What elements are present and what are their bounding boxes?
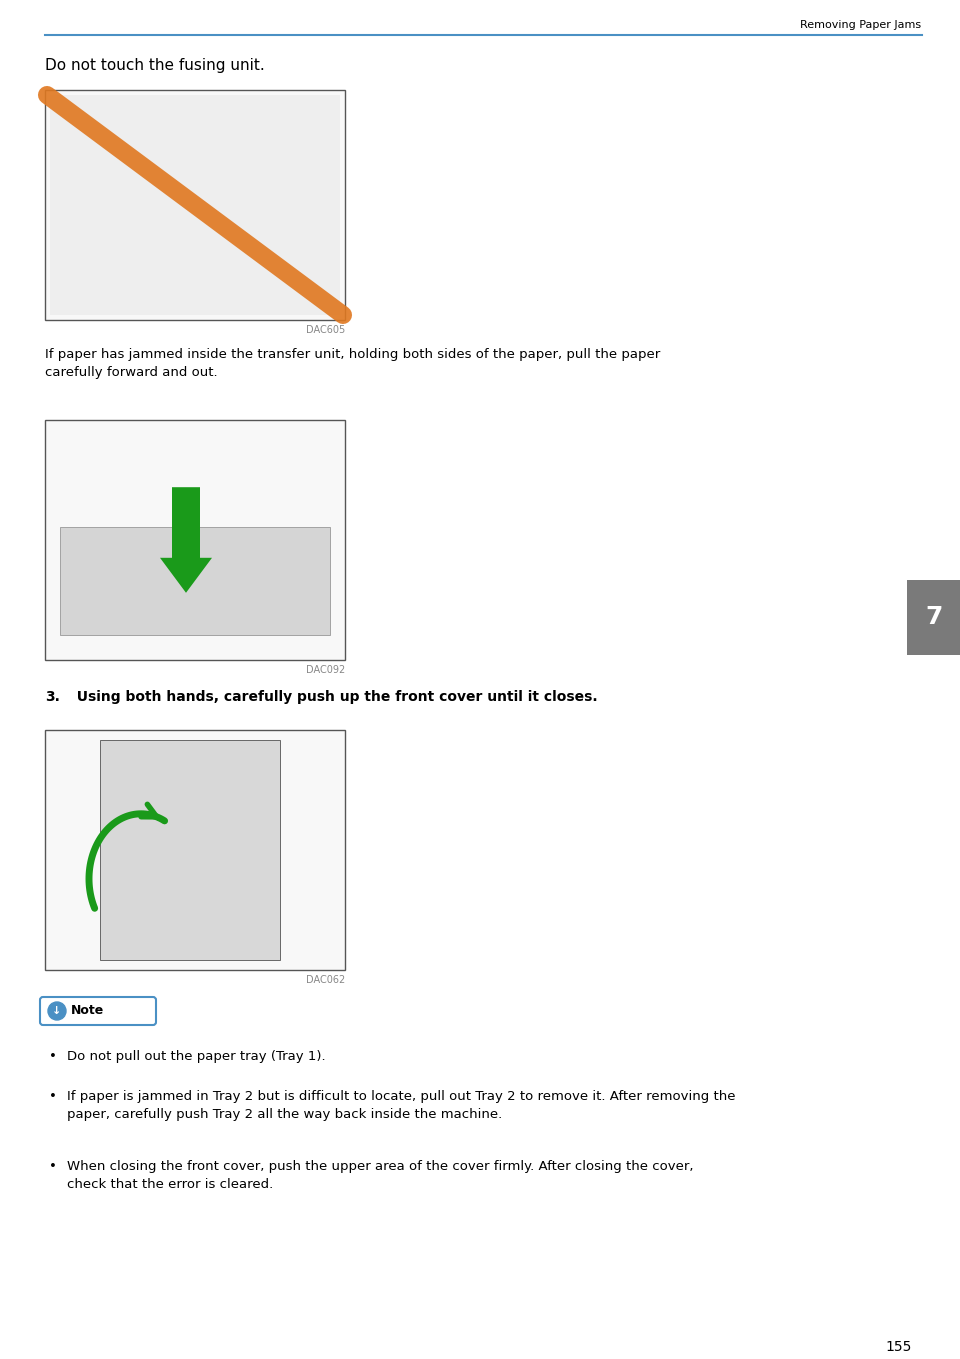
Text: Do not touch the fusing unit.: Do not touch the fusing unit. [45,58,265,73]
Text: Do not pull out the paper tray (Tray 1).: Do not pull out the paper tray (Tray 1). [67,1051,325,1063]
Text: If paper has jammed inside the transfer unit, holding both sides of the paper, p: If paper has jammed inside the transfer … [45,348,660,361]
Text: DAC605: DAC605 [305,325,345,336]
Text: Using both hands, carefully push up the front cover until it closes.: Using both hands, carefully push up the … [67,690,598,704]
Text: •: • [49,1051,57,1063]
FancyBboxPatch shape [45,730,345,970]
FancyBboxPatch shape [60,527,330,635]
Text: paper, carefully push Tray 2 all the way back inside the machine.: paper, carefully push Tray 2 all the way… [67,1108,502,1121]
FancyBboxPatch shape [45,90,345,319]
FancyBboxPatch shape [50,95,340,315]
Text: check that the error is cleared.: check that the error is cleared. [67,1178,274,1190]
FancyBboxPatch shape [40,998,156,1025]
FancyBboxPatch shape [45,420,345,660]
Text: Removing Paper Jams: Removing Paper Jams [801,20,922,30]
FancyArrow shape [160,487,212,593]
Text: carefully forward and out.: carefully forward and out. [45,366,218,379]
Text: ↓: ↓ [52,1006,61,1017]
FancyBboxPatch shape [907,580,960,655]
FancyBboxPatch shape [100,741,280,959]
Text: When closing the front cover, push the upper area of the cover firmly. After clo: When closing the front cover, push the u… [67,1161,693,1173]
Text: DAC062: DAC062 [305,974,345,985]
Text: 155: 155 [886,1340,912,1354]
Text: •: • [49,1161,57,1173]
Text: If paper is jammed in Tray 2 but is difficult to locate, pull out Tray 2 to remo: If paper is jammed in Tray 2 but is diff… [67,1090,735,1104]
Text: •: • [49,1090,57,1104]
Text: DAC092: DAC092 [305,665,345,675]
Text: 3.: 3. [45,690,60,704]
Text: Note: Note [71,1004,105,1018]
Text: 7: 7 [924,606,943,629]
Circle shape [48,1002,66,1021]
